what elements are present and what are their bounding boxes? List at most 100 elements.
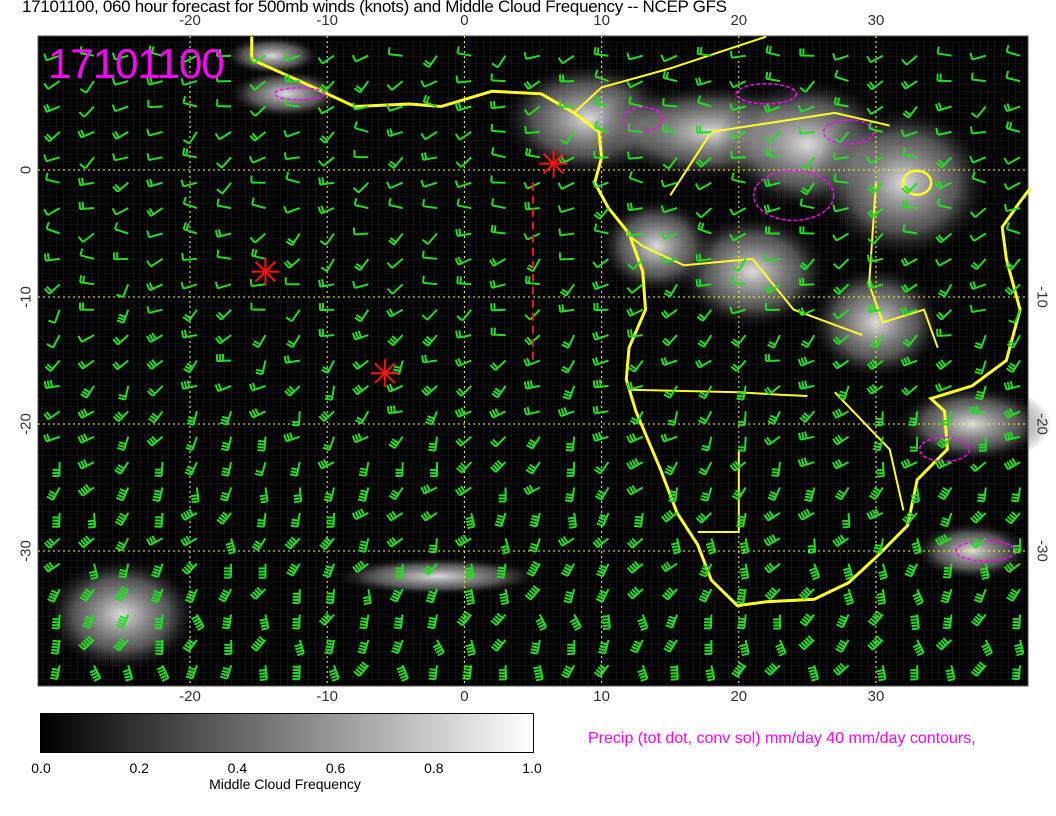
wind-barb xyxy=(591,180,609,189)
wind-barb xyxy=(1003,431,1021,441)
colorbar-label: 0.4 xyxy=(227,760,248,776)
wind-barb xyxy=(875,411,884,427)
wind-barb xyxy=(969,304,986,313)
wind-barb xyxy=(146,207,164,217)
wind-barb xyxy=(150,588,164,604)
wind-barb xyxy=(318,177,335,186)
wind-barb xyxy=(117,436,130,451)
lon-tick-bottom: -20 xyxy=(179,688,201,705)
cloud-patch xyxy=(892,384,1053,464)
wind-barb xyxy=(523,380,541,390)
wind-barb xyxy=(112,410,129,423)
wind-barb xyxy=(558,252,575,261)
wind-barb xyxy=(910,614,920,631)
wind-barb xyxy=(936,328,952,338)
wind-barb xyxy=(936,156,953,169)
wind-barb xyxy=(529,512,541,528)
wind-barb xyxy=(900,257,918,267)
wind-barb xyxy=(353,149,369,159)
wind-barb xyxy=(359,614,370,630)
wind-barb xyxy=(112,153,129,162)
wind-barb xyxy=(114,461,130,475)
lon-tick-top: 30 xyxy=(867,12,885,29)
wind-barb xyxy=(765,71,781,83)
wind-barb xyxy=(626,307,644,317)
wind-barb xyxy=(224,639,233,656)
wind-barb xyxy=(464,563,475,580)
wind-barb xyxy=(703,614,713,630)
wind-barb xyxy=(974,334,987,350)
wind-barb xyxy=(866,254,884,263)
wind-barb xyxy=(183,359,198,374)
wind-barb xyxy=(353,121,369,133)
wind-barb xyxy=(660,179,678,188)
wind-barb xyxy=(116,614,130,629)
wind-barb xyxy=(591,331,609,341)
wind-barb xyxy=(799,226,815,235)
wind-barb xyxy=(798,126,815,135)
wind-barb xyxy=(43,283,61,295)
map-frame xyxy=(37,35,1029,687)
wind-barb xyxy=(660,357,678,366)
wind-barb xyxy=(490,459,507,473)
wind-barb xyxy=(352,359,369,370)
wind-barb xyxy=(910,665,919,681)
wind-barb xyxy=(77,408,95,419)
wind-barb xyxy=(763,283,781,294)
wind-barb xyxy=(249,54,266,65)
wind-barb xyxy=(182,309,198,322)
wind-barb xyxy=(324,639,336,655)
wind-barb xyxy=(694,77,712,87)
wind-barb xyxy=(422,94,438,108)
wind-barb xyxy=(936,198,952,210)
wind-barb xyxy=(318,80,335,93)
wind-barb xyxy=(420,152,438,161)
wind-barb xyxy=(601,614,611,631)
wind-barb xyxy=(800,156,816,170)
wind-barb xyxy=(878,563,888,581)
wind-barb xyxy=(352,384,369,396)
wind-barb xyxy=(524,308,541,321)
wind-barb xyxy=(352,280,369,289)
wind-barb xyxy=(800,334,816,349)
wind-barb xyxy=(146,535,164,546)
wind-barb xyxy=(181,252,197,261)
wind-barb xyxy=(763,534,781,547)
wind-barb xyxy=(526,560,541,577)
wind-barb xyxy=(456,309,473,322)
wind-barb xyxy=(729,103,746,112)
lon-tick-top: 10 xyxy=(593,12,610,29)
wind-barb xyxy=(1005,70,1021,83)
wind-barb xyxy=(283,355,300,364)
wind-barb xyxy=(731,486,747,501)
wind-barb xyxy=(43,53,60,62)
wind-barb xyxy=(836,614,850,629)
wind-barb xyxy=(764,353,780,363)
wind-barb xyxy=(670,665,679,681)
wind-barb xyxy=(386,80,404,91)
wind-barb xyxy=(902,147,918,159)
storm-marker xyxy=(370,359,399,388)
wind-barb xyxy=(185,436,198,451)
wind-barb xyxy=(317,156,335,167)
wind-barb xyxy=(1004,283,1021,296)
wind-barb xyxy=(491,55,507,69)
wind-barb xyxy=(43,154,60,163)
lat-tick-left: -30 xyxy=(17,540,35,562)
map-title: 17101100, 060 hour forecast for 500mb wi… xyxy=(22,0,727,16)
wind-barb xyxy=(146,282,163,292)
wind-barb xyxy=(249,586,267,600)
wind-barb xyxy=(323,487,336,503)
wind-barb xyxy=(970,126,986,135)
wind-barb xyxy=(832,434,850,446)
wind-barb xyxy=(182,638,198,653)
wind-barb xyxy=(900,306,918,316)
wind-barb xyxy=(328,664,340,682)
wind-barb xyxy=(186,411,198,426)
wind-barb xyxy=(77,359,95,370)
wind-barb xyxy=(1006,588,1021,602)
wind-barb xyxy=(386,405,403,415)
wind-barb xyxy=(565,487,576,503)
wind-barb xyxy=(358,538,370,553)
wind-barb xyxy=(523,80,541,90)
